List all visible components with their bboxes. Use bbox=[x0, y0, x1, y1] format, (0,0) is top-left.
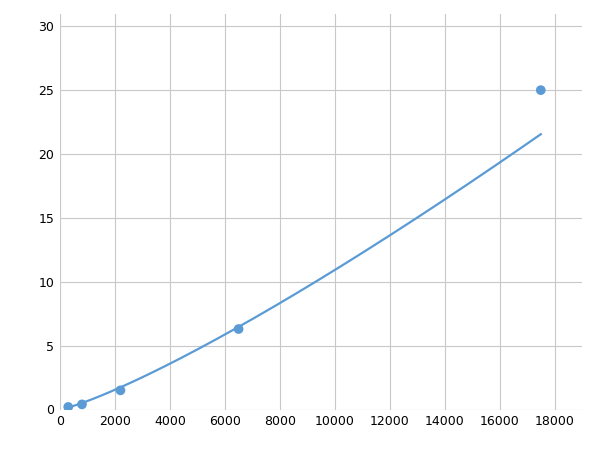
Point bbox=[234, 325, 244, 333]
Point bbox=[536, 86, 545, 94]
Point bbox=[116, 387, 125, 394]
Point bbox=[77, 401, 87, 408]
Point bbox=[64, 403, 73, 410]
